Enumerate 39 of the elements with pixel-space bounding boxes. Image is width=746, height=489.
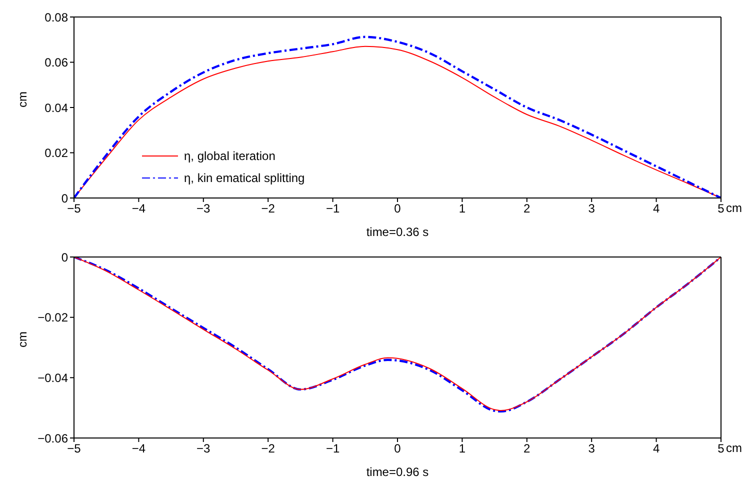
y-tick-label: 0.02 bbox=[44, 146, 68, 160]
x-tick-label: 2 bbox=[524, 442, 531, 456]
y-axis-title: cm bbox=[15, 332, 30, 348]
x-tick-label: −3 bbox=[196, 202, 211, 216]
y-tick-label: 0 bbox=[61, 191, 68, 206]
y-tick-label: 0 bbox=[61, 250, 68, 264]
y-tick-label: −0.02 bbox=[38, 310, 68, 325]
x-tick-label: 2 bbox=[524, 202, 531, 216]
x-tick-label: −5 bbox=[67, 202, 82, 216]
x-tick-label: −5 bbox=[67, 442, 82, 456]
x-tick-label: −1 bbox=[326, 202, 340, 216]
x-tick-label: −3 bbox=[196, 442, 211, 456]
x-tick-label: 4 bbox=[652, 202, 660, 216]
legend-label: η, global iteration bbox=[184, 149, 276, 163]
x-tick-label: 5 bbox=[718, 442, 725, 456]
y-tick-label: −0.06 bbox=[38, 431, 68, 446]
x-tick-label: 3 bbox=[588, 202, 596, 216]
y-tick-label: 0.04 bbox=[44, 100, 68, 115]
text: cm bbox=[726, 201, 742, 215]
y-tick-label: 0.06 bbox=[44, 56, 68, 70]
x-tick-label: −2 bbox=[261, 202, 276, 216]
x-tick-label: 3 bbox=[588, 442, 596, 456]
x-tick-label: −2 bbox=[261, 442, 276, 456]
x-axis-title: time=0.36 s bbox=[366, 225, 429, 239]
y-axis-title: cm bbox=[15, 92, 30, 108]
text: cm bbox=[726, 441, 742, 455]
x-tick-label: 1 bbox=[458, 442, 466, 456]
y-tick-label: 0.08 bbox=[44, 10, 68, 24]
y-tick-label: −0.04 bbox=[38, 370, 68, 385]
x-tick-label: 5 bbox=[718, 202, 725, 216]
x-tick-label: −1 bbox=[326, 442, 340, 456]
x-tick-label: −4 bbox=[132, 442, 146, 456]
x-tick-label: −4 bbox=[132, 202, 146, 216]
x-tick-label: 0 bbox=[394, 442, 402, 456]
x-tick-label: 0 bbox=[394, 202, 402, 216]
x-tick-label: 1 bbox=[458, 202, 466, 216]
legend-label: η, kin ematical splitting bbox=[184, 171, 305, 185]
x-axis-title: time=0.96 s bbox=[366, 465, 429, 479]
x-tick-label: 4 bbox=[652, 442, 660, 456]
